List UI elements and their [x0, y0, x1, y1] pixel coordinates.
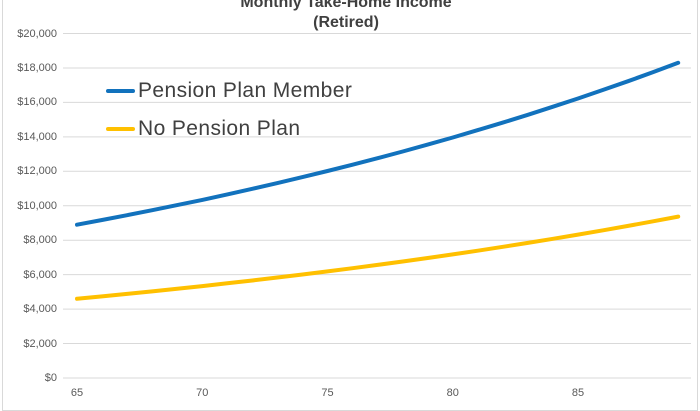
line-chart-plot — [63, 33, 691, 379]
y-axis-tick-label: $2,000 — [23, 337, 57, 350]
y-axis-tick-label: $20,000 — [17, 27, 57, 40]
series-line-pension-plan-member — [75, 60, 681, 227]
y-axis-tick-label: $8,000 — [23, 234, 57, 247]
y-axis-tick-label: $18,000 — [17, 61, 57, 74]
x-axis-tick-label: 65 — [70, 387, 84, 399]
y-axis-tick-label: $12,000 — [17, 165, 57, 178]
y-axis-tick-label: $6,000 — [23, 268, 57, 281]
legend-label: No Pension Plan — [138, 117, 301, 140]
x-axis-tick-label: 75 — [321, 387, 334, 399]
series-line-no-pension-plan — [75, 214, 681, 301]
x-axis-tick-label: 85 — [571, 387, 585, 399]
y-axis-tick-label: $16,000 — [17, 96, 57, 109]
legend-entry-no-pension-plan: No Pension Plan — [106, 110, 352, 148]
x-axis-tick-label: 70 — [196, 387, 209, 399]
x-axis-tick-label: 80 — [446, 387, 459, 399]
legend-entry-pension-plan-member: Pension Plan Member — [106, 72, 352, 110]
legend-line-swatch-blue — [106, 89, 135, 93]
y-axis-tick-label: $14,000 — [17, 130, 57, 143]
y-axis-tick-label: $10,000 — [17, 199, 57, 212]
y-axis-tick-label: $0 — [44, 372, 57, 384]
chart-legend: Pension Plan Member No Pension Plan — [106, 72, 352, 148]
y-axis-tick-label: $4,000 — [23, 303, 57, 316]
legend-line-swatch-yellow — [106, 127, 135, 131]
legend-label: Pension Plan Member — [138, 79, 353, 102]
